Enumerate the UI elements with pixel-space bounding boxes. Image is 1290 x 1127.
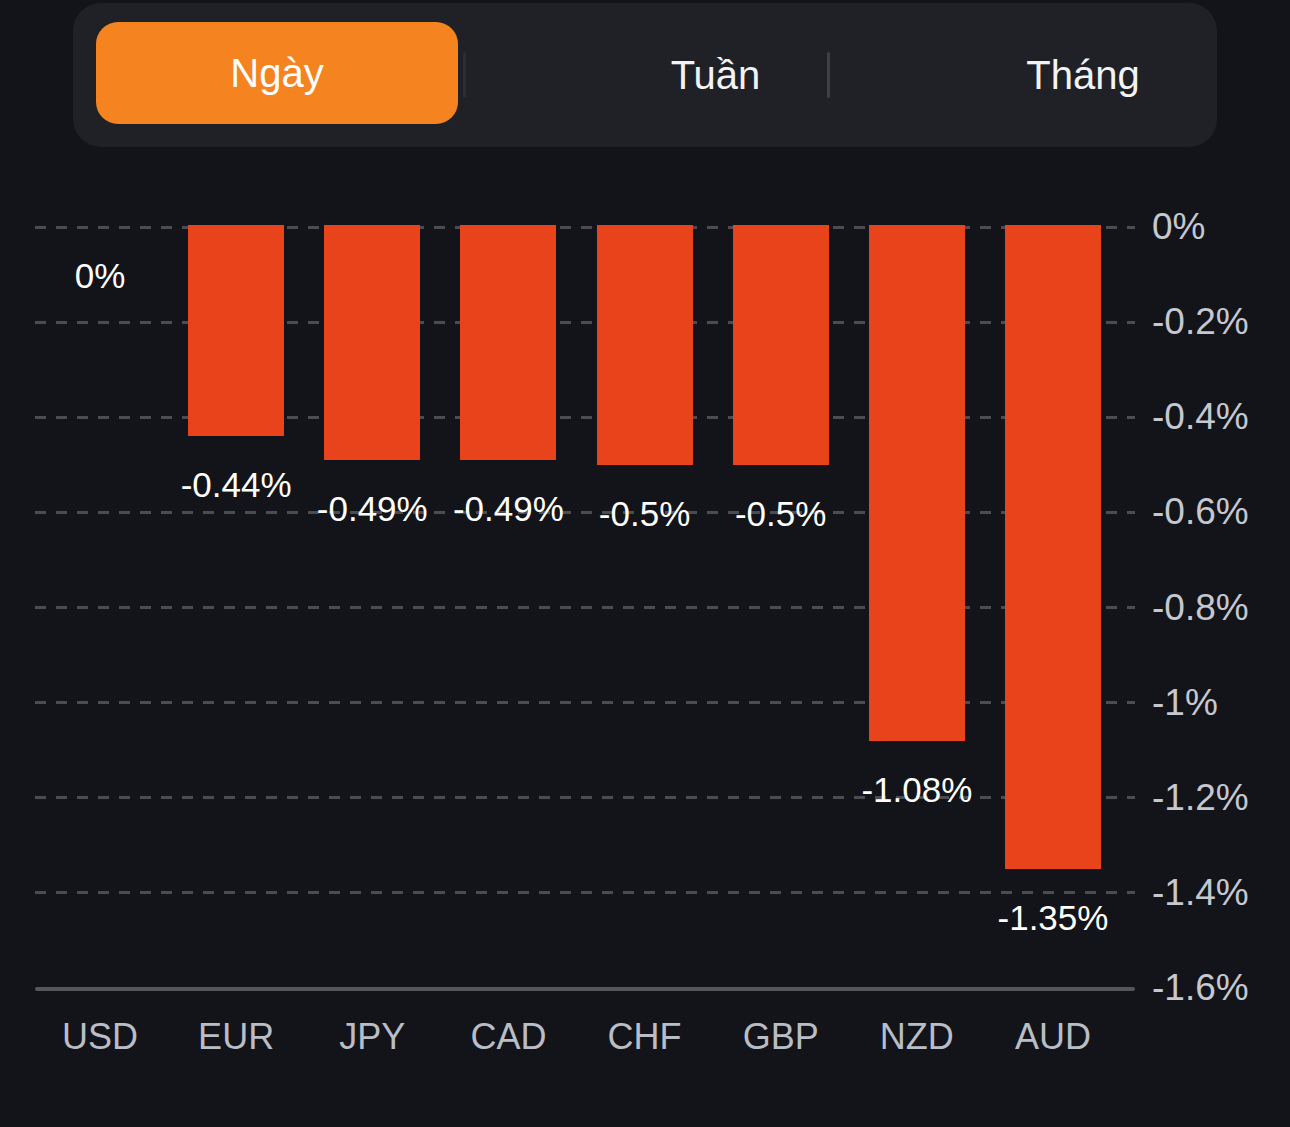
y-tick-label: -1.2% bbox=[1152, 777, 1249, 819]
x-axis-label-aud: AUD bbox=[1015, 1016, 1091, 1058]
bar-value-label-cad: -0.49% bbox=[453, 489, 564, 529]
bar-value-label-jpy: -0.49% bbox=[317, 489, 428, 529]
y-tick-label: -0.6% bbox=[1152, 491, 1249, 533]
gridline bbox=[35, 511, 1135, 514]
bar-aud bbox=[1005, 225, 1101, 869]
gridline bbox=[35, 891, 1135, 894]
x-axis-label-eur: EUR bbox=[198, 1016, 274, 1058]
x-axis-label-cad: CAD bbox=[470, 1016, 546, 1058]
bar-value-label-usd: 0% bbox=[75, 256, 126, 296]
bar-value-label-aud: -1.35% bbox=[998, 898, 1109, 938]
y-tick-label: -0.4% bbox=[1152, 396, 1249, 438]
bar-cad bbox=[460, 225, 556, 460]
gridline bbox=[35, 701, 1135, 704]
y-tick-label: -1.6% bbox=[1152, 967, 1249, 1009]
y-tick-label: -1% bbox=[1152, 682, 1218, 724]
x-axis-label-chf: CHF bbox=[608, 1016, 682, 1058]
bar-gbp bbox=[733, 225, 829, 465]
x-axis-label-jpy: JPY bbox=[339, 1016, 405, 1058]
bar-eur bbox=[188, 225, 284, 436]
currency-change-bar-chart: 0% -0.2% -0.4% -0.6% -0.8% -1% -1.2% -1.4% -1.6%… bbox=[0, 0, 1290, 1127]
bar-value-label-gbp: -0.5% bbox=[735, 494, 826, 534]
y-tick-label: -0.2% bbox=[1152, 301, 1249, 343]
gridline bbox=[35, 606, 1135, 609]
bar-value-label-nzd: -1.08% bbox=[861, 770, 972, 810]
bar-value-label-eur: -0.44% bbox=[181, 465, 292, 505]
x-axis-line bbox=[35, 987, 1135, 991]
y-tick-label: -0.8% bbox=[1152, 587, 1249, 629]
bar-nzd bbox=[869, 225, 965, 741]
x-axis-label-nzd: NZD bbox=[880, 1016, 954, 1058]
bar-chf bbox=[597, 225, 693, 465]
bar-jpy bbox=[324, 225, 420, 460]
x-axis-label-usd: USD bbox=[62, 1016, 138, 1058]
x-axis-label-gbp: GBP bbox=[743, 1016, 819, 1058]
bar-value-label-chf: -0.5% bbox=[599, 494, 690, 534]
y-tick-label: -1.4% bbox=[1152, 872, 1249, 914]
y-tick-label: 0% bbox=[1152, 206, 1205, 248]
